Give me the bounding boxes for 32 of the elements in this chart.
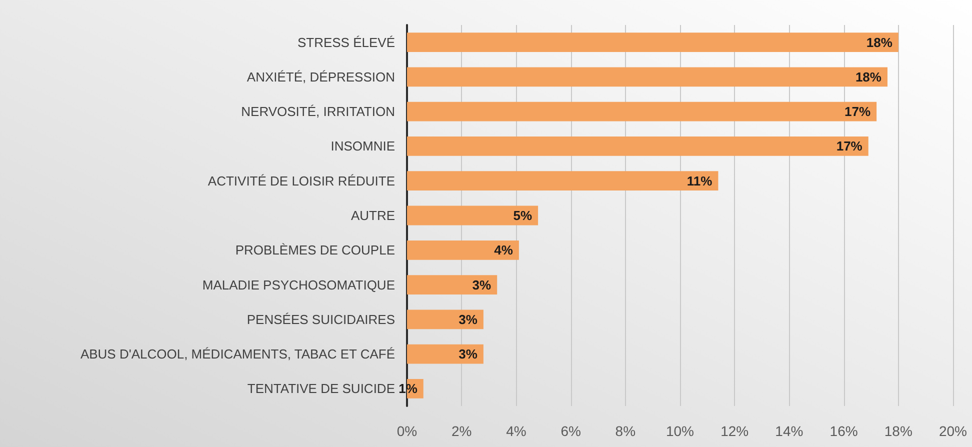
x-tick-label: 2%	[451, 423, 472, 439]
x-tick-label: 20%	[938, 423, 968, 439]
x-tick-label: 18%	[884, 423, 912, 439]
x-tick-label: 6%	[560, 423, 581, 439]
y-tick-label: AUTRE	[350, 208, 396, 223]
x-tick-label: 0%	[396, 423, 418, 439]
y-tick-label: ACTIVITÉ DE LOISIR RÉDUITE	[208, 173, 396, 188]
x-tick-label: 8%	[615, 423, 636, 439]
x-tick-label: 12%	[720, 423, 749, 439]
x-tick-label: 10%	[666, 423, 694, 439]
data-label: 18%	[866, 34, 893, 50]
y-tick-label: MALADIE PSYCHOSOMATIQUE	[202, 277, 396, 292]
data-label: 17%	[844, 104, 871, 120]
data-label: 11%	[686, 173, 713, 188]
data-label: 3%	[472, 277, 492, 292]
y-tick-label: TENTATIVE DE SUICIDE	[247, 381, 396, 396]
data-label: 17%	[836, 138, 863, 154]
x-tick-label: 4%	[506, 423, 526, 439]
y-tick-label: NERVOSITÉ, IRRITATION	[241, 104, 395, 120]
data-label: 4%	[494, 242, 514, 258]
y-tick-label: PROBLÈMES DE COUPLE	[235, 242, 396, 258]
data-label: 3%	[458, 346, 478, 362]
data-label: 5%	[513, 208, 532, 223]
x-tick-label: 16%	[830, 423, 858, 439]
y-tick-label: PENSÉES SUICIDAIRES	[246, 312, 396, 327]
x-tick-label: 14%	[775, 423, 804, 439]
data-label: 18%	[855, 69, 882, 84]
data-label: 3%	[458, 312, 478, 327]
y-tick-label: ANXIÉTÉ, DÉPRESSION	[246, 69, 395, 84]
y-tick-label: INSOMNIE	[330, 138, 396, 154]
y-tick-label: ABUS D'ALCOOL, MÉDICAMENTS, TABAC ET CAFÉ	[80, 346, 396, 362]
y-tick-label: STRESS ÉLEVÉ	[297, 34, 396, 50]
